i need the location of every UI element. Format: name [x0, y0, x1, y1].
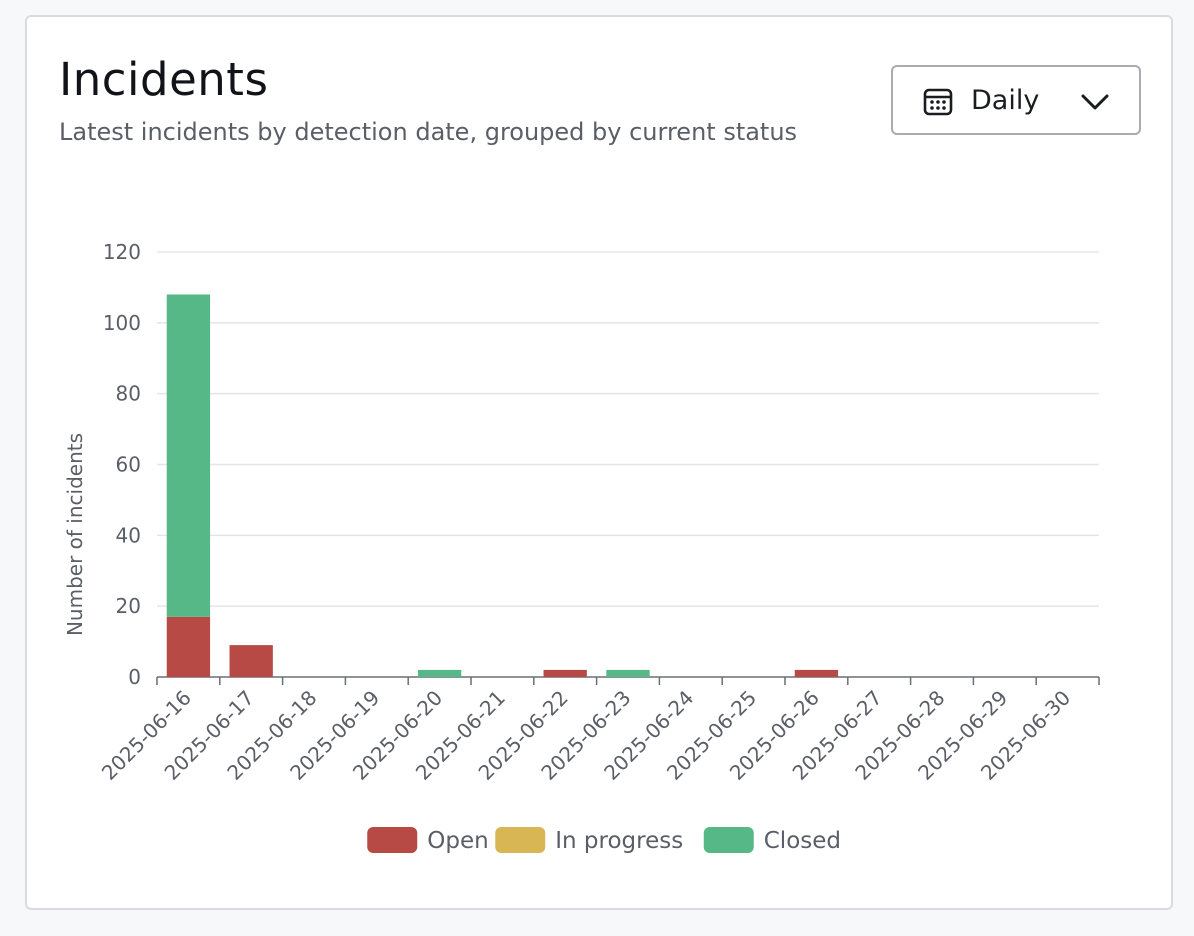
legend-label: In progress: [555, 828, 683, 854]
bar-closed: [166, 294, 211, 617]
card-title: Incidents: [59, 53, 269, 106]
period-select-value: Daily: [971, 85, 1040, 116]
y-tick-label: 20: [116, 594, 141, 618]
calendar-icon: [923, 88, 953, 116]
y-tick-label: 80: [116, 382, 141, 406]
y-tick-label: 120: [103, 240, 141, 264]
bar-closed: [606, 669, 650, 677]
legend-swatch: [495, 827, 546, 853]
bar-open: [166, 616, 211, 677]
legend-label: Closed: [764, 828, 841, 854]
legend-swatch: [703, 827, 754, 853]
legend-label: Open: [427, 828, 488, 854]
bar-open: [229, 645, 273, 677]
incidents-card: Incidents Latest incidents by detection …: [25, 15, 1173, 910]
y-axis-title: Number of incidents: [63, 433, 87, 636]
y-tick-label: 40: [116, 523, 141, 547]
y-tick-label: 60: [116, 453, 141, 477]
period-select[interactable]: Daily: [891, 65, 1141, 135]
y-tick-label: 100: [103, 311, 141, 335]
chevron-down-icon: [1081, 94, 1109, 110]
bar-open: [543, 669, 587, 677]
y-tick-label: 0: [128, 665, 141, 689]
legend-swatch: [367, 827, 418, 853]
card-subtitle: Latest incidents by detection date, grou…: [59, 118, 798, 146]
bar-closed: [417, 669, 462, 677]
bar-open: [794, 669, 839, 677]
